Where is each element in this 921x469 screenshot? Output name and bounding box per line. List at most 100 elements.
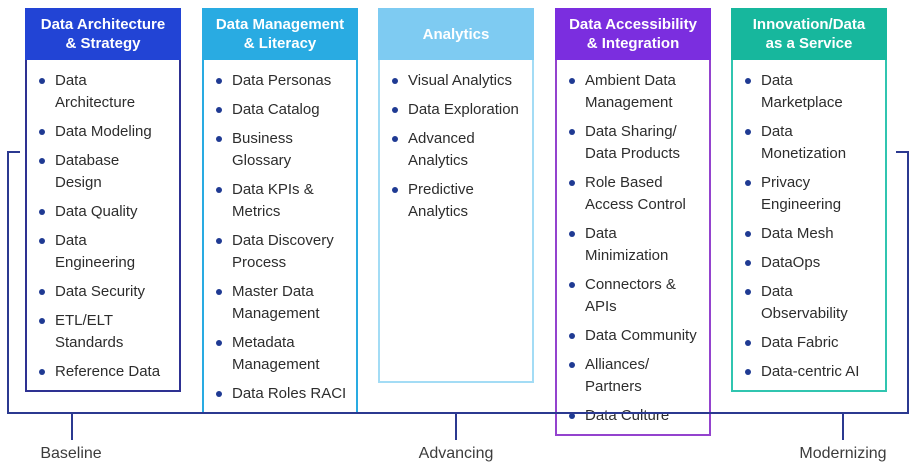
list-item: Database Design xyxy=(37,150,177,194)
list-item-label: Reference Data xyxy=(55,363,161,380)
bullet-icon xyxy=(745,129,751,135)
bullet-icon xyxy=(392,187,398,193)
list-item: Data-centric AI xyxy=(743,361,883,383)
list-item: Business Glossary xyxy=(214,128,354,172)
bullet-icon xyxy=(216,187,222,193)
list-item: Data Fabric xyxy=(743,332,883,354)
column-innovation-data-as-a-service: Innovation/Data as a Service Data Market… xyxy=(731,8,887,392)
bullet-icon xyxy=(569,78,575,84)
list-item-label: Data Personas xyxy=(232,72,332,89)
list-item-label: Data Sharing/ Data Products xyxy=(585,123,681,162)
bullet-icon xyxy=(216,78,222,84)
list-item-label: Data Architecture xyxy=(55,72,136,111)
list-item: Role Based Access Control xyxy=(567,172,707,216)
list-item-label: Data Community xyxy=(585,327,697,344)
list-item-label: Data Roles RACI xyxy=(232,385,347,402)
list-item-label: Master Data Management xyxy=(232,283,320,322)
list-item-label: Predictive Analytics xyxy=(408,181,474,220)
list-item: Data Minimization xyxy=(567,223,707,267)
list-item: Alliances/ Partners xyxy=(567,354,707,398)
bullet-icon xyxy=(216,289,222,295)
list-item: Reference Data xyxy=(37,361,177,383)
list-item-label: Data Fabric xyxy=(761,334,839,351)
column-header: Data Architecture & Strategy xyxy=(25,8,181,60)
list-item-label: Business Glossary xyxy=(232,130,293,169)
bullet-icon xyxy=(745,289,751,295)
list-item: Data Modeling xyxy=(37,121,177,143)
column-body: Data Personas Data Catalog Business Glossa… xyxy=(202,60,358,414)
stage-label-advancing: Advancing xyxy=(418,445,494,462)
list-item-label: Privacy Engineering xyxy=(761,174,842,213)
list-item-label: Role Based Access Control xyxy=(585,174,686,213)
bullet-icon xyxy=(216,107,222,113)
bullet-icon xyxy=(392,78,398,84)
bullet-icon xyxy=(39,209,45,215)
column-header: Data Management & Literacy xyxy=(202,8,358,60)
bullet-icon xyxy=(569,362,575,368)
list-item-label: Ambient Data Management xyxy=(585,72,676,111)
column-data-architecture-strategy: Data Architecture & Strategy Data Archit… xyxy=(25,8,181,392)
list-item: Data Discovery Process xyxy=(214,230,354,274)
bullet-icon xyxy=(39,129,45,135)
list-item-label: Data Engineering xyxy=(55,232,136,271)
list-item: Visual Analytics xyxy=(390,70,530,92)
list-item: Predictive Analytics xyxy=(390,179,530,223)
bullet-icon xyxy=(745,231,751,237)
list-item-label: Connectors & APIs xyxy=(585,276,676,315)
column-header: Data Accessibility & Integration xyxy=(555,8,711,60)
column-items: Data Personas Data Catalog Business Glossa… xyxy=(214,70,354,405)
list-item-label: Data-centric AI xyxy=(761,363,860,380)
list-item: Data Security xyxy=(37,281,177,303)
list-item-label: Data Minimization xyxy=(585,225,669,264)
stage-label-baseline: Baseline xyxy=(40,445,102,462)
bullet-icon xyxy=(745,78,751,84)
bullet-icon xyxy=(216,340,222,346)
column-analytics: Analytics Visual Analytics Data Explorati… xyxy=(378,8,534,383)
list-item: Data Sharing/ Data Products xyxy=(567,121,707,165)
list-item: Data Roles RACI xyxy=(214,383,354,405)
list-item-label: Data Mesh xyxy=(761,225,834,242)
list-item-label: ETL/ELT Standards xyxy=(55,312,124,351)
list-item-label: Data Security xyxy=(55,283,146,300)
list-item: Metadata Management xyxy=(214,332,354,376)
list-item-label: Data Exploration xyxy=(408,101,519,118)
list-item-label: Visual Analytics xyxy=(408,72,512,89)
list-item-label: Alliances/ Partners xyxy=(585,356,650,395)
list-item: Data Mesh xyxy=(743,223,883,245)
list-item: Data KPIs & Metrics xyxy=(214,179,354,223)
bullet-icon xyxy=(569,231,575,237)
column-items: Ambient Data Management Data Sharing/ Dat… xyxy=(567,70,707,427)
column-header: Analytics xyxy=(378,8,534,60)
bullet-icon xyxy=(745,180,751,186)
list-item: ETL/ELT Standards xyxy=(37,310,177,354)
bullet-icon xyxy=(745,260,751,266)
list-item: Data Quality xyxy=(37,201,177,223)
list-item: Data Exploration xyxy=(390,99,530,121)
column-body: Ambient Data Management Data Sharing/ Dat… xyxy=(555,60,711,436)
list-item: Data Marketplace xyxy=(743,70,883,114)
list-item: Ambient Data Management xyxy=(567,70,707,114)
column-body: Data Marketplace Data Monetization Privacy… xyxy=(731,60,887,392)
bullet-icon xyxy=(569,282,575,288)
bullet-icon xyxy=(569,413,575,419)
list-item-label: Advanced Analytics xyxy=(408,130,475,169)
bullet-icon xyxy=(216,391,222,397)
column-data-management-literacy: Data Management & Literacy Data Personas… xyxy=(202,8,358,414)
bullet-icon xyxy=(569,129,575,135)
bullet-icon xyxy=(569,333,575,339)
column-header: Innovation/Data as a Service xyxy=(731,8,887,60)
bullet-icon xyxy=(216,136,222,142)
list-item: Privacy Engineering xyxy=(743,172,883,216)
list-item: Data Observability xyxy=(743,281,883,325)
list-item: Master Data Management xyxy=(214,281,354,325)
list-item-label: Data Catalog xyxy=(232,101,320,118)
column-items: Data Architecture Data Modeling Database D… xyxy=(37,70,177,383)
list-item: Connectors & APIs xyxy=(567,274,707,318)
bullet-icon xyxy=(39,78,45,84)
list-item: Advanced Analytics xyxy=(390,128,530,172)
list-item-label: Data Marketplace xyxy=(761,72,843,111)
list-item: Data Personas xyxy=(214,70,354,92)
column-items: Visual Analytics Data Exploration Advanced… xyxy=(390,70,530,223)
column-data-accessibility-integration: Data Accessibility & Integration Ambient… xyxy=(555,8,711,436)
